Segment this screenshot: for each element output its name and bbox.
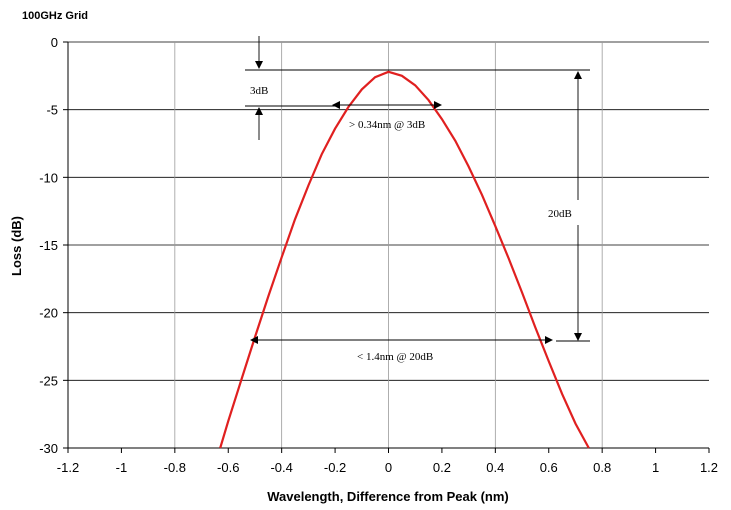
x-tick-label: -0.6 (217, 460, 239, 475)
x-tick-labels: -1.2 -1 -0.8 -0.6 -0.4 -0.2 0 0.2 0.4 0.6 0.8 1 1.2 (57, 460, 718, 475)
y-tick-label: 0 (51, 35, 58, 50)
x-tick-label: 0 (385, 460, 392, 475)
series-group (219, 70, 590, 449)
x-tick-label: -1 (116, 460, 128, 475)
x-tick-label: 1.2 (700, 460, 718, 475)
x-tick-label: -0.4 (270, 460, 292, 475)
y-tick-label: -5 (46, 103, 58, 118)
y-tick-label: -20 (39, 306, 58, 321)
bw20db-label: < 1.4nm @ 20dB (357, 351, 433, 363)
y-axis-title: Loss (dB) (9, 216, 24, 276)
x-tick-label: 0.2 (433, 460, 451, 475)
x-tick-label: 1 (652, 460, 659, 475)
x-tick-label: 0.4 (486, 460, 504, 475)
x-tick-label: -0.8 (164, 460, 186, 475)
y-tick-label: -30 (39, 441, 58, 456)
x-axis-title: Wavelength, Difference from Peak (nm) (267, 489, 509, 504)
y-tick-labels: 0 -5 -10 -15 -20 -25 -30 (39, 35, 58, 456)
x-tick-label: 0.6 (540, 460, 558, 475)
y-tick-label: -10 (39, 170, 58, 185)
grid (68, 41, 709, 448)
annotations: 3dB > 0.34nm @ 3dB 20dB < 1.4nm @ 20dB (245, 36, 590, 363)
chart-title: 100GHz Grid (22, 10, 88, 22)
loss-curve-line (219, 70, 590, 449)
x-tick-label: -0.2 (324, 460, 346, 475)
x-tick-label: 0.8 (593, 460, 611, 475)
axes (63, 41, 710, 453)
bw3db-label: > 0.34nm @ 3dB (349, 119, 425, 131)
20db-label: 20dB (548, 208, 572, 220)
y-tick-label: -15 (39, 238, 58, 253)
x-tick-label: -1.2 (57, 460, 79, 475)
y-tick-label: -25 (39, 373, 58, 388)
3db-label: 3dB (250, 85, 268, 97)
